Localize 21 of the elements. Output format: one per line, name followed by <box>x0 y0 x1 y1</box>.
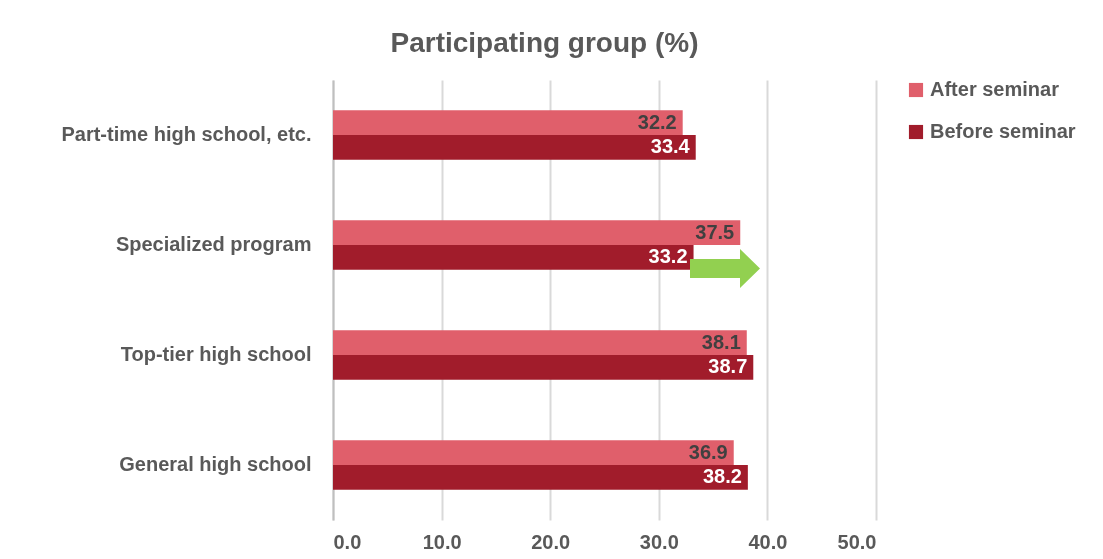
data-label: 37.5 <box>695 220 735 243</box>
y-tick-label: Specialized program <box>115 233 312 255</box>
x-tick-label: 20.0 <box>531 530 571 553</box>
data-label: 38.7 <box>708 355 748 378</box>
x-tick-label: 50.0 <box>837 530 877 553</box>
y-tick-label: Part-time high school, etc. <box>61 123 312 145</box>
data-label: 33.2 <box>648 245 688 268</box>
chart-title: Participating group (%) <box>390 27 699 58</box>
data-label: 38.2 <box>702 465 742 488</box>
data-label: 32.2 <box>637 110 677 133</box>
legend-label: After seminar <box>930 78 1060 100</box>
x-tick-label: 30.0 <box>639 530 679 553</box>
x-tick-label: 10.0 <box>422 530 462 553</box>
y-tick-label: Top-tier high school <box>120 343 312 365</box>
legend-label: Before seminar <box>930 120 1076 142</box>
y-tick-label: General high school <box>119 453 312 475</box>
data-label: 38.1 <box>701 330 741 353</box>
x-tick-label: 40.0 <box>748 530 788 553</box>
x-tick-label: 0.0 <box>333 530 362 553</box>
data-label: 36.9 <box>688 440 728 463</box>
data-label: 33.4 <box>650 135 691 158</box>
